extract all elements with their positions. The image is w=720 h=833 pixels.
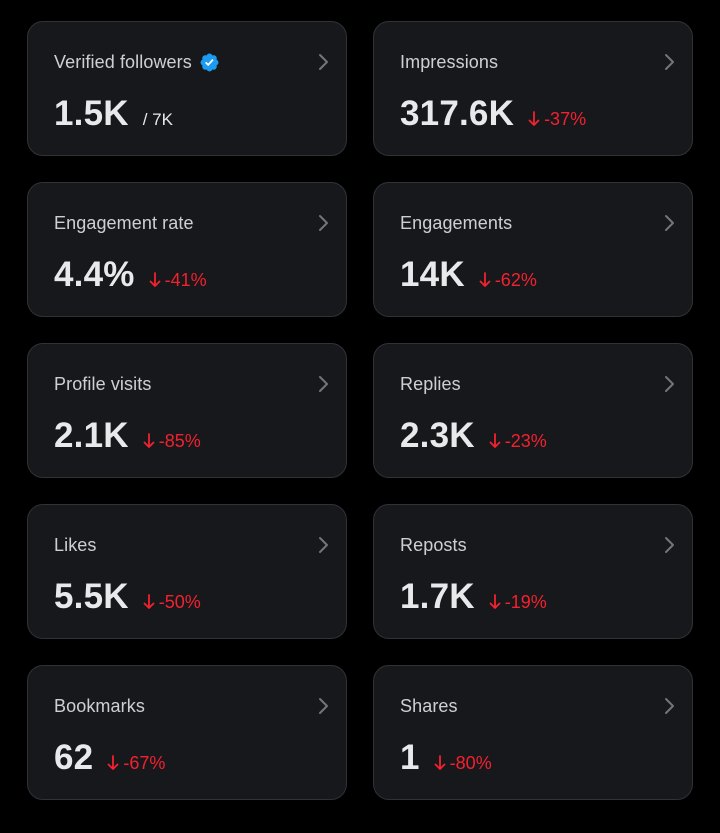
arrow-down-icon	[149, 272, 160, 287]
arrow-down-icon	[489, 594, 501, 609]
metric-value: 2.1K	[54, 416, 129, 455]
metric-change-value: -80%	[449, 753, 492, 773]
metric-value: 317.6K	[400, 94, 515, 133]
chevron-right-icon[interactable]	[316, 694, 332, 718]
metric-value: 1.7K	[400, 577, 475, 616]
metric-card-engagements[interactable]: Engagements 14K -62%	[373, 182, 693, 317]
card-header: Bookmarks	[54, 694, 145, 718]
metric-card-engagement-rate[interactable]: Engagement rate 4.4% -41%	[27, 182, 347, 317]
chevron-right-icon[interactable]	[316, 372, 332, 396]
card-header: Verified followers	[54, 50, 220, 74]
metric-denominator: / 7K	[142, 110, 173, 129]
metric-value: 5.5K	[54, 577, 129, 616]
card-header: Impressions	[400, 50, 498, 74]
metric-card-reposts[interactable]: Reposts 1.7K -19%	[373, 504, 693, 639]
metric-value: 2.3K	[400, 416, 475, 455]
metric-value-row: 1.5K / 7K	[54, 94, 173, 134]
metric-card-profile-visits[interactable]: Profile visits 2.1K -85%	[27, 343, 347, 478]
metric-change: -67%	[107, 753, 165, 774]
metric-change-value: -50%	[158, 592, 201, 612]
metric-value-row: 62 -67%	[54, 738, 165, 778]
metric-value: 14K	[400, 255, 465, 294]
arrow-down-icon	[479, 272, 491, 287]
metric-value-row: 2.3K -23%	[400, 416, 547, 456]
chevron-right-icon[interactable]	[662, 211, 678, 235]
arrow-down-icon	[143, 594, 155, 609]
chevron-right-icon[interactable]	[662, 694, 678, 718]
metric-change-value: -41%	[164, 270, 207, 290]
verified-badge-icon	[200, 53, 219, 71]
card-title: Profile visits	[54, 373, 152, 394]
chevron-right-icon[interactable]	[316, 533, 332, 557]
card-header: Engagements	[400, 211, 512, 235]
metric-value-row: 5.5K -50%	[54, 577, 201, 617]
arrow-down-icon	[434, 755, 446, 770]
card-title: Likes	[54, 534, 97, 555]
metrics-grid: Verified followers 1.5K / 7K Impressions…	[27, 21, 693, 800]
card-title: Reposts	[400, 534, 467, 555]
metric-card-replies[interactable]: Replies 2.3K -23%	[373, 343, 693, 478]
metric-value-row: 317.6K -37%	[400, 94, 586, 134]
chevron-right-icon[interactable]	[662, 372, 678, 396]
metric-value-row: 14K -62%	[400, 255, 537, 295]
card-title: Engagements	[400, 212, 513, 233]
arrow-down-icon	[489, 433, 501, 448]
arrow-down-icon	[528, 111, 540, 126]
metric-change-value: -23%	[504, 431, 547, 451]
metric-card-verified-followers[interactable]: Verified followers 1.5K / 7K	[27, 21, 347, 156]
card-header: Reposts	[400, 533, 467, 557]
metric-change: -19%	[489, 592, 547, 613]
chevron-right-icon[interactable]	[662, 50, 678, 74]
card-header: Likes	[54, 533, 97, 557]
arrow-down-icon	[143, 433, 155, 448]
card-header: Replies	[400, 372, 461, 396]
card-title: Bookmarks	[54, 695, 145, 716]
metric-change: -80%	[434, 753, 492, 774]
metric-change: -41%	[149, 270, 207, 291]
metric-change-value: -85%	[158, 431, 201, 451]
card-header: Profile visits	[54, 372, 151, 396]
metric-card-impressions[interactable]: Impressions 317.6K -37%	[373, 21, 693, 156]
metric-change-value: -67%	[123, 753, 166, 773]
metric-change: -50%	[143, 592, 201, 613]
metric-value-row: 1.7K -19%	[400, 577, 547, 617]
metric-change: -37%	[528, 109, 586, 130]
card-header: Shares	[400, 694, 458, 718]
metric-value: 62	[54, 738, 94, 777]
card-title: Engagement rate	[54, 212, 194, 233]
metric-change-value: -37%	[544, 109, 587, 129]
card-title: Impressions	[400, 51, 499, 72]
metric-value-row: 4.4% -41%	[54, 255, 207, 295]
chevron-right-icon[interactable]	[662, 533, 678, 557]
metric-value: 1.5K	[54, 94, 129, 133]
metric-value: 4.4%	[54, 255, 135, 294]
metric-card-likes[interactable]: Likes 5.5K -50%	[27, 504, 347, 639]
card-header: Engagement rate	[54, 211, 194, 235]
metric-change: -23%	[489, 431, 547, 452]
arrow-down-icon	[107, 755, 119, 770]
metric-change: -62%	[479, 270, 537, 291]
metric-card-bookmarks[interactable]: Bookmarks 62 -67%	[27, 665, 347, 800]
metric-value-row: 2.1K -85%	[54, 416, 201, 456]
metric-value: 1	[400, 738, 420, 777]
metric-change: -85%	[143, 431, 201, 452]
card-title: Verified followers	[54, 51, 192, 72]
metric-value-row: 1 -80%	[400, 738, 492, 778]
metric-change-value: -62%	[494, 270, 537, 290]
card-title: Shares	[400, 695, 458, 716]
metric-card-shares[interactable]: Shares 1 -80%	[373, 665, 693, 800]
metric-change-value: -19%	[504, 592, 547, 612]
chevron-right-icon[interactable]	[316, 50, 332, 74]
card-title: Replies	[400, 373, 461, 394]
chevron-right-icon[interactable]	[316, 211, 332, 235]
